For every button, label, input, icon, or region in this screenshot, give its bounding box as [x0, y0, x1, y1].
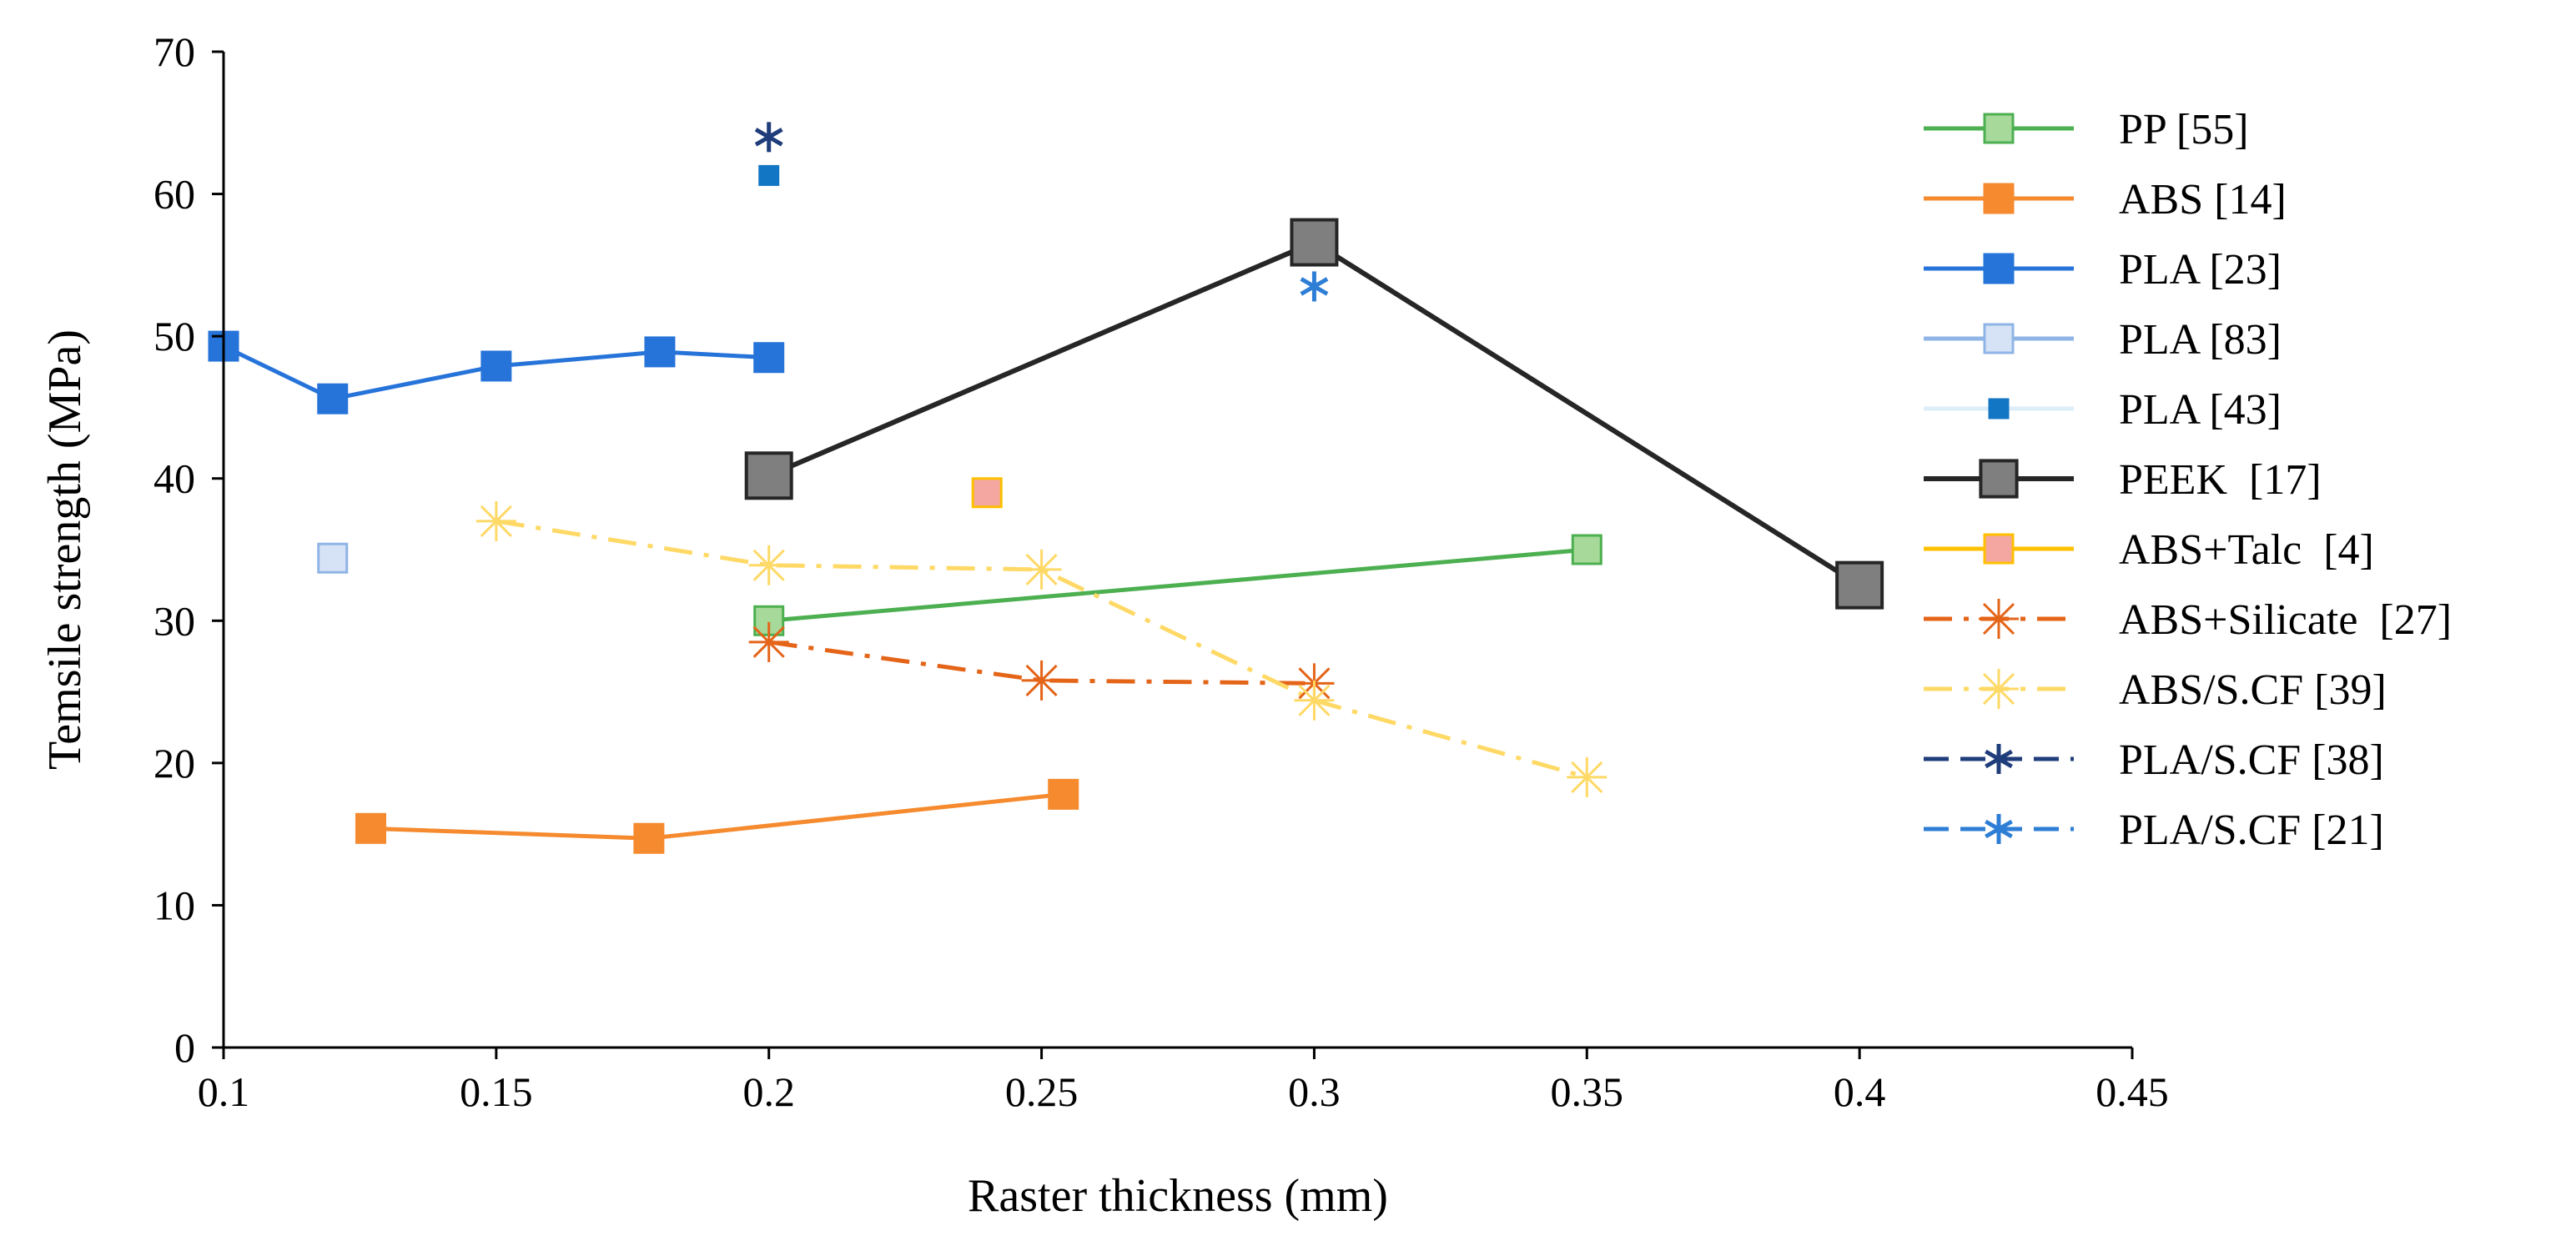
data-point — [1983, 183, 2015, 214]
legend-label: ABS [14] — [2119, 176, 2287, 224]
data-point — [1300, 271, 1329, 302]
asterisk-stroke — [1985, 819, 2013, 839]
data-point — [317, 383, 349, 414]
data-point — [480, 350, 512, 382]
x-tick-label: 0.3 — [1288, 1068, 1341, 1115]
axes — [222, 52, 2132, 1049]
legend-label: ABS+Talc [4] — [2119, 526, 2374, 574]
star-stroke — [752, 549, 785, 581]
star-stroke — [1982, 602, 2015, 636]
x-tick-label: 0.25 — [1005, 1068, 1079, 1115]
data-point — [1294, 680, 1335, 721]
x-tick-label: 0.35 — [1551, 1068, 1624, 1115]
legend-label: PLA [23] — [2119, 246, 2282, 294]
data-point — [1048, 778, 1079, 810]
data-point — [1985, 814, 2013, 844]
star-stroke — [752, 626, 785, 658]
data-point — [1979, 669, 2019, 709]
x-tick-label: 0.15 — [460, 1068, 533, 1115]
x-tick-label: 0.2 — [742, 1068, 795, 1115]
data-point — [1983, 253, 2015, 284]
plot-area — [222, 239, 1861, 841]
y-axis-ticks: 0 10 20 30 40 50 60 70 — [153, 28, 224, 1071]
data-point — [1983, 113, 2015, 144]
legend-label: ABS/S.CF [39] — [2119, 666, 2387, 714]
legend-label: ABS+Silicate [27] — [2119, 596, 2452, 644]
legend-label: PLA/S.CF [38] — [2119, 736, 2384, 784]
data-point — [1979, 599, 2019, 639]
data-point — [633, 822, 665, 854]
data-point — [644, 336, 676, 368]
x-tick-label: 0.4 — [1834, 1068, 1886, 1115]
data-point — [1290, 218, 1339, 267]
data-point — [355, 812, 387, 844]
star-stroke — [480, 505, 512, 537]
series-line — [370, 791, 1064, 841]
asterisk-stroke — [1985, 749, 2013, 769]
y-axis-title: Temsile strength (MPa) — [39, 329, 91, 770]
data-point — [1985, 744, 2013, 774]
data-point — [475, 500, 516, 541]
data-point — [1571, 534, 1602, 565]
data-point — [758, 164, 780, 186]
legend-label: PLA [43] — [2119, 386, 2282, 434]
data-marks — [208, 122, 1884, 854]
x-tick-label: 0.1 — [198, 1068, 250, 1115]
legend-label: PLA/S.CF [21] — [2119, 806, 2384, 854]
data-point — [744, 451, 793, 500]
legend-label: PP [55] — [2119, 106, 2249, 153]
y-tick-label: 70 — [153, 28, 195, 75]
legend-label: PLA [83] — [2119, 316, 2282, 364]
data-point — [1835, 560, 1884, 610]
data-point — [754, 122, 783, 153]
data-point — [317, 542, 349, 574]
star-stroke — [1982, 672, 2015, 706]
series-line — [768, 640, 1315, 686]
x-axis-ticks: 0.1 0.15 0.2 0.25 0.3 0.35 0.4 0.45 — [198, 1048, 2169, 1115]
legend-label: PEEK [17] — [2119, 456, 2322, 504]
y-tick-label: 50 — [153, 313, 195, 359]
star-stroke — [1298, 684, 1331, 716]
data-point — [1983, 533, 2015, 565]
y-tick-label: 30 — [153, 597, 195, 644]
star-stroke — [1025, 553, 1058, 585]
x-tick-label: 0.45 — [2096, 1068, 2169, 1115]
data-point — [1567, 756, 1607, 797]
x-axis-title: Raster thickness (mm) — [968, 1170, 1388, 1222]
series-line — [496, 519, 1587, 780]
y-tick-label: 10 — [153, 882, 195, 928]
series-line — [768, 547, 1587, 623]
data-point — [1983, 323, 2015, 354]
data-point — [748, 621, 789, 662]
star-stroke — [1571, 761, 1603, 793]
y-tick-label: 40 — [153, 455, 195, 502]
y-tick-label: 20 — [153, 740, 195, 786]
data-point — [1988, 398, 2010, 420]
data-point — [1021, 549, 1062, 590]
data-point — [971, 477, 1003, 509]
y-tick-label: 0 — [174, 1024, 195, 1071]
data-point — [753, 342, 785, 374]
data-point — [1021, 660, 1062, 701]
star-stroke — [1025, 664, 1058, 696]
data-point — [748, 545, 789, 585]
legend: PP [55] ABS [14] PLA [23] PLA [83] PLA [43] P… — [1924, 106, 2452, 854]
y-tick-label: 60 — [153, 171, 195, 218]
asterisk-stroke — [1300, 277, 1329, 296]
asterisk-stroke — [754, 128, 783, 147]
data-point — [1979, 459, 2019, 499]
